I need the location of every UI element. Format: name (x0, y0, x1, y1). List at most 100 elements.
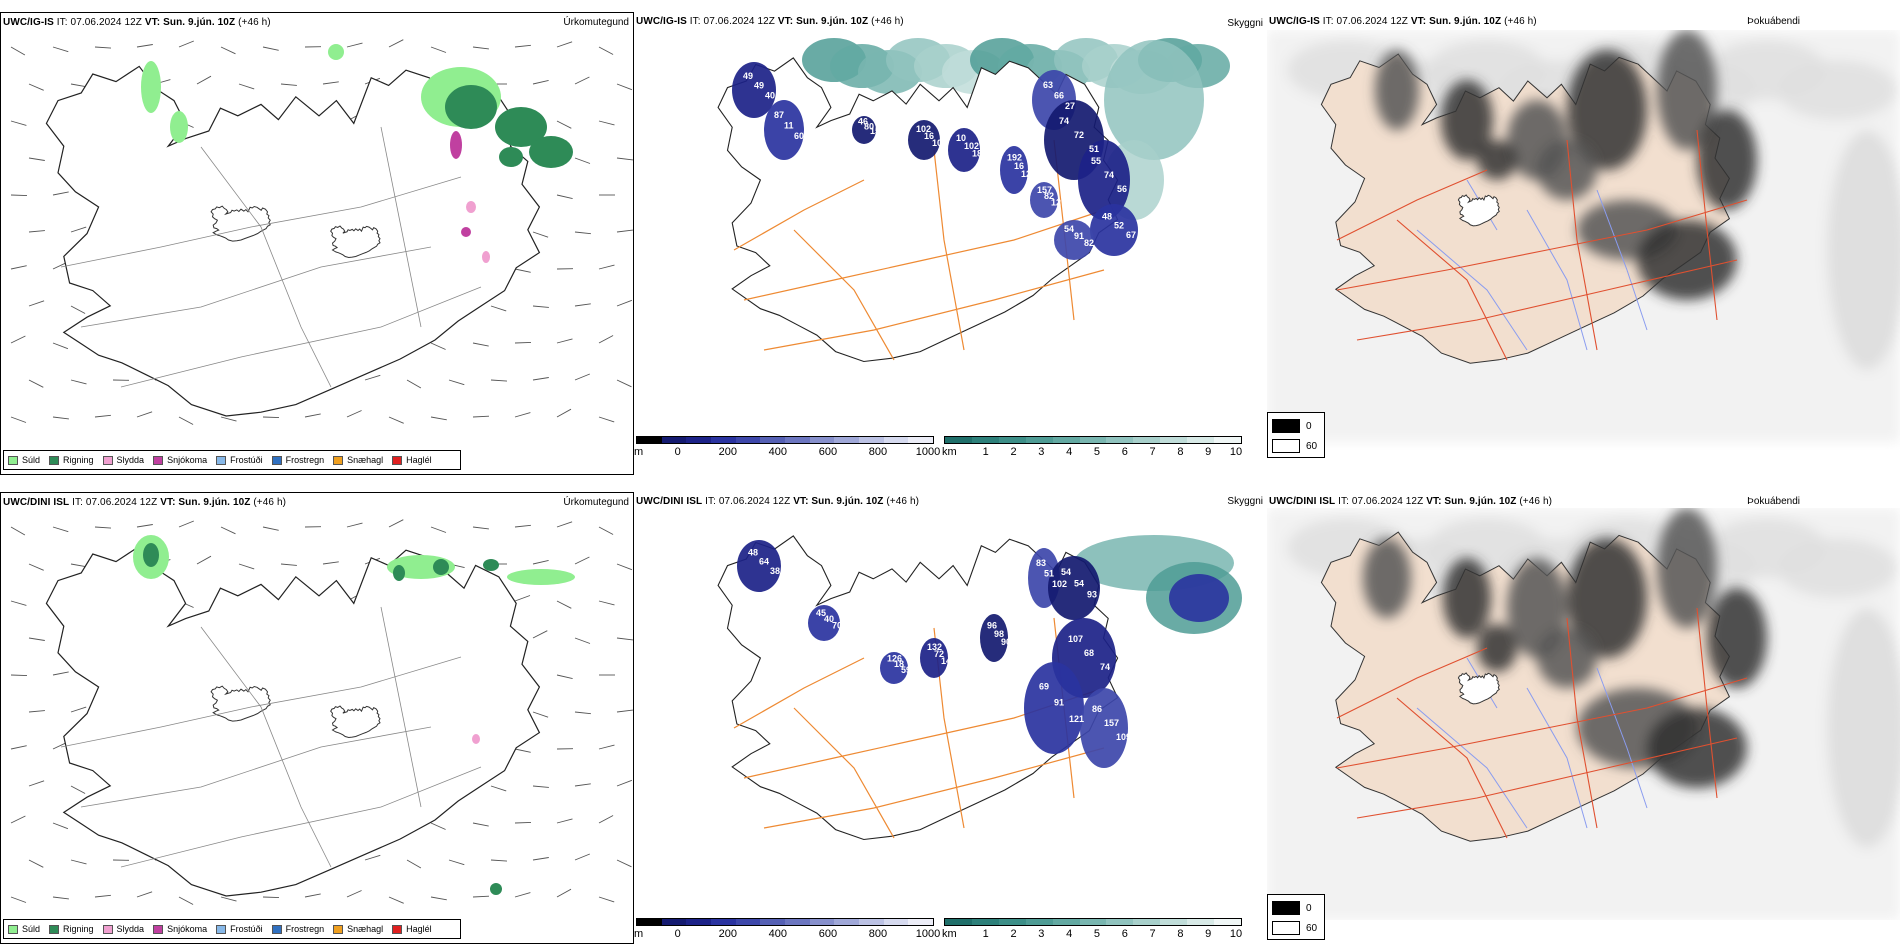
colorbar-tick: 5 (1093, 446, 1101, 458)
ceiling-label: 14 (941, 656, 951, 666)
ceiling-label: 54 (1064, 224, 1074, 234)
low-ceiling-area (1054, 220, 1094, 260)
visibility-sea-field (1074, 535, 1242, 634)
colorbar-box (971, 437, 999, 443)
road (793, 707, 895, 839)
ceiling-label: 49 (754, 81, 764, 91)
wind-barb (136, 524, 153, 528)
colorbar-box (908, 437, 934, 443)
colorbar-box (1052, 919, 1080, 925)
wind-barb (472, 526, 489, 530)
legend-label: Frostúði (230, 455, 263, 465)
wind-barb (304, 893, 321, 898)
ceiling-label: 18 (894, 659, 904, 669)
wind-barb (490, 379, 508, 382)
fog-index-areas (1363, 508, 1767, 788)
legend-swatch (216, 455, 227, 465)
cloud-legend-item: 0 (1272, 419, 1312, 433)
precip-panel-top: UWC/IG-IS IT: 07.06.2024 12Z VT: Sun. 9.… (0, 12, 634, 475)
wind-barb (616, 229, 633, 233)
river (1596, 189, 1648, 331)
rain-area (499, 147, 523, 167)
fog-map (1267, 508, 1900, 920)
colorbar-box (1160, 919, 1188, 925)
ceiling-label: 51 (1044, 569, 1054, 579)
wind-barb (556, 674, 573, 680)
rain-area (490, 883, 502, 895)
ceiling-label: 132 (927, 642, 942, 652)
wind-barb (28, 710, 45, 713)
snow-area (461, 227, 471, 237)
ceiling-label: 157 (1104, 718, 1119, 728)
colorbar-tick: 3 (1038, 446, 1045, 458)
wind-barb (262, 416, 280, 419)
cloud-legend-label: 60 (1306, 440, 1318, 452)
ceiling-label: 102 (1052, 579, 1067, 589)
road (120, 286, 482, 388)
river (1526, 687, 1588, 829)
ceiling-label: 96 (987, 620, 997, 630)
road (1336, 169, 1488, 241)
colorbar-box (760, 919, 786, 925)
ceiling-label: 66 (1054, 91, 1064, 101)
legend-item: Frostregn (271, 455, 324, 465)
ceiling-label: 70 (832, 620, 842, 630)
ceiling-label: 74 (1104, 170, 1114, 180)
legend-item: Haglél (392, 924, 432, 934)
visibility-panel-bottom: UWC/DINI ISL IT: 07.06.2024 12Z VT: Sun.… (634, 492, 1267, 950)
wind-barb (514, 44, 531, 48)
legend-item: Frostúði (216, 455, 263, 465)
wind-barb (220, 896, 237, 902)
ceiling-label: 80 (864, 121, 874, 131)
wind-barb (346, 890, 362, 898)
road (763, 269, 1105, 351)
wind-barb (28, 300, 45, 307)
fog-panel-bottom: UWC/DINI ISL IT: 07.06.2024 12Z VT: Sun.… (1267, 492, 1900, 950)
colorbar-box (1160, 437, 1188, 443)
ceiling-label: 72 (1074, 130, 1084, 140)
road (380, 126, 422, 328)
wind-barb (556, 818, 573, 824)
ceiling-label: 121 (1069, 714, 1084, 724)
colorbar-tick: 400 (768, 928, 788, 940)
legend-swatch (271, 455, 282, 465)
road (80, 726, 432, 808)
ceiling-areas (732, 62, 1138, 260)
wind-barb (70, 785, 86, 794)
wind-barb (430, 822, 446, 830)
colorbar-tick: 0 (674, 928, 681, 940)
colorbar-tick: 6 (1121, 446, 1128, 458)
ceiling-colorbar: m 0 200 400 600 800 1000 (634, 436, 940, 460)
drizzle-area (507, 569, 575, 585)
colorbar-box (711, 919, 736, 925)
road (933, 149, 965, 351)
ceiling-label: 82 (1044, 191, 1054, 201)
wind-barb (346, 522, 363, 528)
wind-barb (178, 896, 194, 905)
colorbar-tick: 2 (1010, 446, 1017, 458)
glacier-outline (330, 225, 381, 259)
colorbar-box (637, 919, 662, 925)
wind-barb (430, 526, 447, 533)
wind-barb (598, 46, 614, 55)
sleet-area (466, 201, 476, 213)
wind-barb (70, 226, 87, 233)
wind-barb (70, 706, 87, 713)
wind-barb (10, 335, 26, 344)
wind-barb (430, 416, 447, 421)
ceiling-label: 54 (1061, 567, 1071, 577)
colorbar-box (711, 437, 736, 443)
fog-index-area (1443, 558, 1491, 638)
road (1356, 737, 1738, 819)
rain-area (393, 565, 405, 581)
low-ceiling-area (920, 638, 948, 678)
wind-barb (574, 303, 591, 307)
wind-barb (616, 299, 633, 307)
ceiling-label: 40 (824, 614, 834, 624)
wind-barb (598, 815, 614, 824)
wind-barb (262, 526, 279, 531)
wind-barb (70, 563, 87, 568)
panel-header: UWC/IG-IS IT: 07.06.2024 12Z VT: Sun. 9.… (636, 16, 904, 27)
wind-barb (262, 896, 280, 899)
legend-item: Slydda (102, 455, 144, 465)
